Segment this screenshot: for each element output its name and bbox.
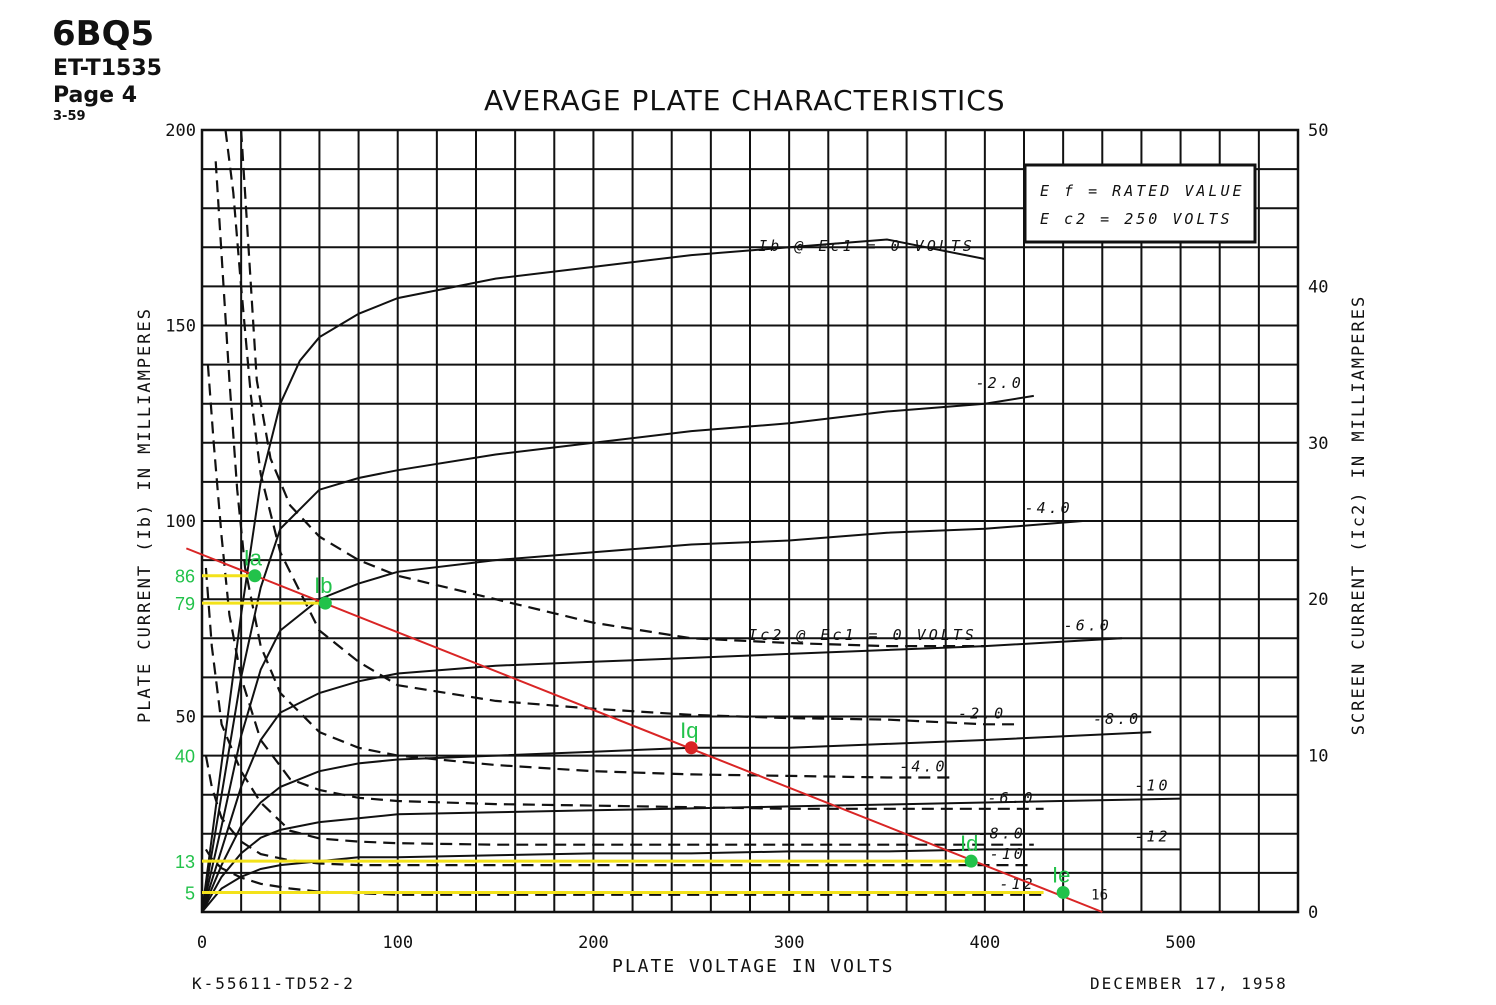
screen-curve: [224, 129, 1015, 726]
plate-curve: [201, 520, 1083, 913]
screen-curve-label: -12: [999, 875, 1035, 893]
y2-tick-label: 20: [1308, 590, 1328, 610]
x-tick-label: 500: [1165, 933, 1196, 953]
operating-point-label: Ib: [314, 573, 332, 598]
load-line: [185, 547, 1103, 913]
drawing-date: DECEMBER 17, 1958: [1090, 974, 1288, 993]
plate-curve-label: Ib @ Ec1 = 0 VOLTS: [758, 237, 975, 255]
y2-tick-label: 10: [1308, 747, 1328, 767]
operating-point: [684, 741, 698, 755]
plate-curve: [201, 394, 1034, 913]
plate-curve-label: -2.0: [976, 374, 1024, 392]
screen-curve: [204, 755, 1034, 867]
plate-curve: [201, 238, 986, 913]
y2-axis-title: SCREEN CURRENT (Ic2) IN MILLIAMPERES: [1349, 295, 1369, 735]
legend-box: E f = RATED VALUE E c2 = 250 VOLTS: [1023, 163, 1257, 244]
screen-curve-label: -10: [990, 845, 1026, 863]
screen-curve: [214, 161, 956, 779]
plate-curve-label: -6.0: [1064, 616, 1112, 634]
plate-curve-label: -8.0: [1093, 710, 1141, 728]
plate-curve-label: -4.0: [1025, 499, 1073, 517]
tube-type: 6BQ5: [52, 14, 155, 54]
screen-curve-label: -4.0: [899, 757, 947, 775]
y-tick-label: 200: [165, 121, 196, 141]
curves: Ib @ Ec1 = 0 VOLTS -2.0 -4.0 -6.0 -8.0 -10 -12…: [201, 129, 1181, 913]
x-tick-label: 200: [578, 933, 609, 953]
plate-curve: [201, 731, 1152, 913]
annotations: 86 79 40 13 5 Ia Ib Iq Id Ie 16: [175, 546, 1108, 913]
x-axis-title: PLATE VOLTAGE IN VOLTS: [612, 956, 895, 977]
operating-point: [964, 854, 978, 868]
y2-tick-label: 40: [1308, 277, 1328, 297]
legend-line-1: E f = RATED VALUE: [1040, 182, 1245, 200]
annotated-current-label: 5: [185, 883, 195, 903]
plate-curve: [201, 637, 1122, 913]
x-tick-label: 100: [382, 933, 413, 953]
operating-point-label: Ia: [244, 546, 263, 571]
annotated-current-label: 13: [175, 852, 195, 872]
screen-curve-label: -8.0: [978, 825, 1026, 843]
plate-curve: [201, 797, 1181, 913]
legend-line-2: E c2 = 250 VOLTS: [1040, 210, 1233, 228]
extra-annotation: 16: [1091, 887, 1108, 903]
screen-curve: [204, 567, 1034, 846]
operating-point-label: Ie: [1052, 862, 1070, 887]
operating-point-label: Id: [960, 831, 978, 856]
x-tick-label: 400: [969, 933, 1000, 953]
operating-point: [318, 596, 332, 610]
drawing-number: K-55611-TD52-2: [192, 974, 355, 993]
plate-curve-label: -12: [1134, 827, 1170, 845]
y2-tick-label: 0: [1308, 903, 1318, 923]
issue-code: 3-59: [53, 109, 86, 124]
screen-curve: [206, 364, 1044, 810]
operating-point: [248, 569, 262, 583]
y2-tick-label: 50: [1308, 121, 1328, 141]
y2-tick-label: 30: [1308, 434, 1328, 454]
annotated-current-label: 86: [175, 567, 195, 587]
screen-curve-label: Ic2 @ Ec1 = 0 VOLTS: [748, 626, 977, 644]
screen-curve-label: -2.0: [958, 704, 1006, 722]
plate-curve: [201, 848, 1181, 913]
document-id: ET-T1535: [53, 56, 162, 81]
page-number: Page 4: [53, 83, 138, 108]
x-tick-label: 300: [774, 933, 805, 953]
operating-point-label: Iq: [680, 718, 698, 743]
operating-point: [1056, 885, 1070, 899]
y-axis-title: PLATE CURRENT (Ib) IN MILLIAMPERES: [135, 307, 155, 723]
chart-title: AVERAGE PLATE CHARACTERISTICS: [484, 84, 1006, 117]
screen-curve-label: -6.0: [987, 789, 1035, 807]
y-tick-label: 100: [165, 512, 196, 532]
grid: [200, 128, 1300, 914]
y-tick-label: 150: [165, 317, 196, 337]
x-tick-label: 0: [197, 933, 207, 953]
annotated-current-label: 40: [175, 747, 195, 767]
annotated-current-label: 79: [175, 594, 195, 614]
plot-frame: [200, 128, 1300, 914]
screen-curve: [240, 129, 985, 648]
plate-curve-label: -10: [1134, 777, 1170, 795]
y-tick-label: 50: [176, 708, 196, 728]
